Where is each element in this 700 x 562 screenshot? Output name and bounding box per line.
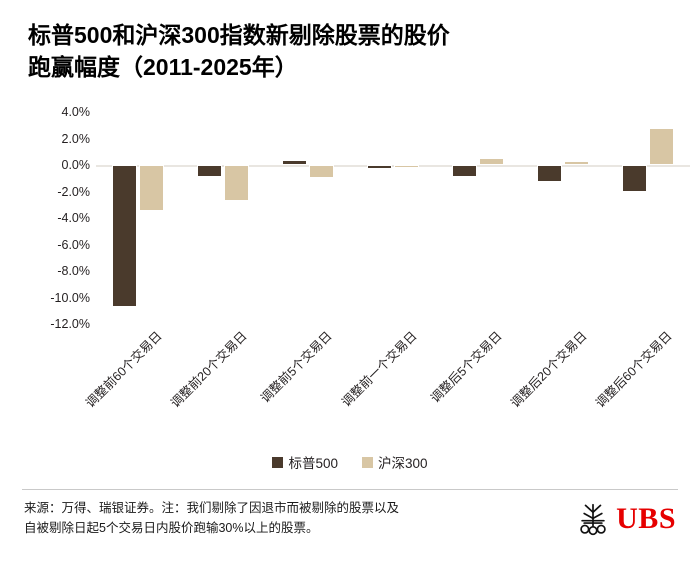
legend-swatch: [362, 456, 373, 468]
bar-csi300: [648, 127, 674, 165]
y-axis-tick: -2.0%: [57, 184, 90, 199]
chart-plot-wrapper: 4.0% 2.0% 0.0% -2.0% -4.0% -6.0% -8.0% -10.0% -1…: [0, 105, 700, 444]
y-axis-tick: 4.0%: [61, 105, 91, 119]
chart-legend: 标普500 沪深300: [0, 452, 700, 472]
legend-item: 沪深300: [362, 452, 428, 472]
bar-csi300: [139, 165, 165, 212]
bar-group: [520, 112, 605, 324]
ubs-wordmark: UBS: [616, 502, 676, 535]
ubs-logo: UBS: [576, 502, 676, 536]
bar-sp500: [197, 165, 223, 177]
bar-csi300: [563, 161, 589, 165]
legend-label: 标普500: [288, 456, 338, 471]
bar-sp500: [451, 165, 477, 177]
bar-group: [96, 112, 181, 324]
y-axis-tick: -8.0%: [57, 264, 90, 278]
page-title: 标普500和沪深300指数新剔除股票的股价 跑赢幅度（2011-2025年）: [28, 22, 450, 80]
footer-divider: [22, 489, 678, 490]
bar-group: [266, 112, 351, 324]
bar-csi300: [224, 165, 250, 201]
bar-group: [351, 112, 436, 324]
source-note: 来源：万得、瑞银证券。注：我们剔除了因退市而被剔除的股票以及 自被剔除日起5个交…: [24, 501, 400, 536]
bar-csi300: [478, 158, 504, 165]
plot-area: [96, 112, 690, 324]
bar-sp500: [112, 165, 138, 307]
bar-group: [435, 112, 520, 324]
y-axis-tick: -6.0%: [57, 237, 90, 252]
bar-csi300: [393, 165, 419, 168]
y-axis-tick: 0.0%: [61, 158, 91, 172]
bar-group: [605, 112, 690, 324]
y-axis-tick: 2.0%: [61, 131, 91, 146]
y-axis-tick: -12.0%: [50, 317, 90, 331]
ubs-keys-icon: [580, 503, 606, 536]
legend-label: 沪深300: [378, 456, 428, 471]
bar-sp500: [621, 165, 647, 192]
x-axis: 调整前60个交易日 调整前20个交易日 调整前5个交易日 调整前一个交易日 调整后5个交…: [84, 326, 690, 444]
zero-baseline: [96, 165, 690, 167]
bar-sp500: [282, 159, 308, 165]
title-block: 标普500和沪深300指数新剔除股票的股价 跑赢幅度（2011-2025年）: [28, 20, 668, 83]
bar-sp500: [366, 165, 392, 169]
y-axis-tick: -4.0%: [57, 211, 90, 225]
y-axis-tick: -10.0%: [50, 290, 90, 305]
y-axis: 4.0% 2.0% 0.0% -2.0% -4.0% -6.0% -8.0% -10.0% -1…: [0, 105, 96, 331]
bar-sp500: [536, 165, 562, 183]
bar-csi300: [309, 165, 335, 179]
legend-swatch: [272, 456, 284, 468]
bar-group: [181, 112, 266, 324]
legend-item: 标普500: [272, 452, 338, 472]
